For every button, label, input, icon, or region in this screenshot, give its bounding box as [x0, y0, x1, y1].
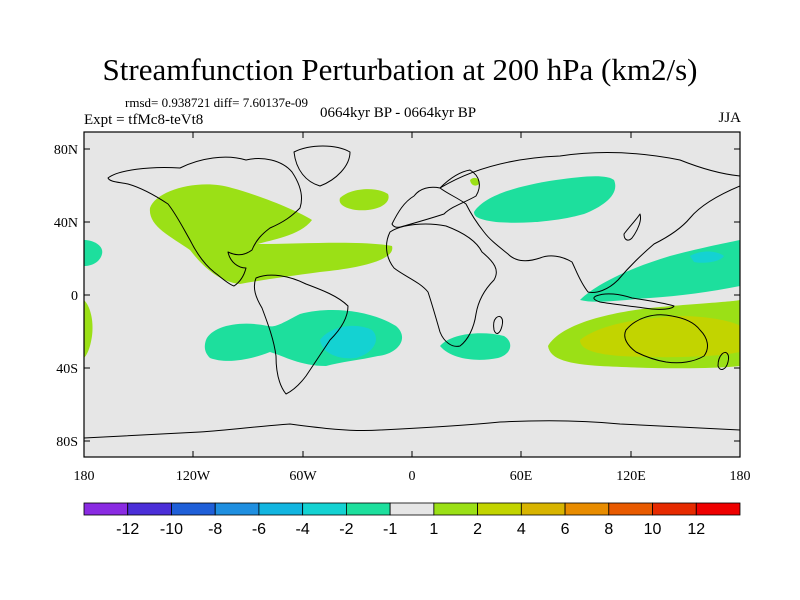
coast-africa — [386, 223, 497, 347]
coast-madagascar — [493, 315, 503, 334]
coast-antarctica — [84, 420, 740, 439]
negative-anomaly-south-atlantic-core — [320, 325, 377, 359]
coast-europe — [391, 169, 480, 228]
negative-anomaly-south-indian — [440, 333, 511, 360]
colorbar-swatch — [389, 502, 435, 516]
map-plot-area: 80N 40N 0 40S 80S 180 120W 60W 0 60E 120… — [54, 131, 751, 484]
colorbar-swatch — [258, 502, 304, 516]
experiment-label: Expt = tfMc8-teVt8 — [84, 112, 204, 128]
colorbar-label: -10 — [160, 521, 183, 538]
axis-ticks — [84, 132, 740, 457]
coast-south-america — [253, 274, 349, 395]
colorbar-swatch — [345, 502, 391, 516]
lat-label: 40S — [56, 362, 78, 377]
stats-text: rmsd= 0.938721 diff= 7.60137e-09 — [125, 95, 309, 110]
colorbar-swatch — [652, 502, 697, 516]
colorbar: -12 -10 -8 -6 -4 -2 -1 1 2 4 6 8 10 12 — [83, 502, 741, 538]
colorbar-swatch — [83, 502, 129, 516]
colorbar-swatch — [695, 502, 741, 516]
colorbar-label: 2 — [473, 521, 482, 538]
colorbar-swatch — [127, 502, 172, 516]
positive-anomaly-australia-core — [580, 316, 740, 358]
colorbar-swatch — [520, 502, 566, 516]
coast-asia — [439, 152, 740, 293]
colorbar-label: 4 — [517, 521, 526, 538]
lon-label: 0 — [409, 469, 416, 484]
period-label: 0664kyr BP - 0664kyr BP — [320, 105, 477, 121]
colorbar-swatch — [433, 502, 478, 516]
colorbar-label: 10 — [644, 521, 662, 538]
colorbar-label: 1 — [429, 521, 438, 538]
colorbar-swatch — [214, 502, 260, 516]
lat-label: 40N — [54, 216, 78, 231]
colorbar-label: 12 — [687, 521, 705, 538]
colorbar-swatch — [608, 502, 653, 516]
contour-fills — [84, 176, 740, 369]
coast-new-zealand — [717, 351, 729, 370]
negative-anomaly-central-asia — [474, 176, 616, 223]
season-label: JJA — [718, 110, 741, 126]
colorbar-label: 6 — [561, 521, 570, 538]
negative-anomaly-east-pacific-edge — [84, 240, 103, 266]
colorbar-label: -2 — [339, 521, 353, 538]
colorbar-label: -8 — [208, 521, 222, 538]
longitude-labels: 180 120W 60W 0 60E 120E 180 — [74, 469, 751, 484]
coast-greenland — [293, 145, 351, 187]
lat-label: 0 — [71, 289, 78, 304]
lat-label: 80S — [56, 435, 78, 450]
colorbar-label: 8 — [604, 521, 613, 538]
positive-anomaly-north-america — [149, 184, 393, 284]
latitude-labels: 80N 40N 0 40S 80S — [54, 143, 78, 450]
positive-anomaly-eurasia-small — [470, 177, 480, 186]
coast-japan — [623, 213, 641, 241]
coast-north-america — [107, 156, 303, 287]
coast-indonesia — [593, 293, 675, 310]
lat-label: 80N — [54, 143, 78, 158]
negative-anomaly-west-pacific-core — [690, 251, 724, 263]
lon-label: 180 — [74, 469, 95, 484]
colorbar-swatch — [564, 502, 610, 516]
lon-label: 60E — [510, 469, 533, 484]
lon-label: 120E — [616, 469, 646, 484]
map-title: Streamfunction Perturbation at 200 hPa (… — [102, 52, 698, 87]
colorbar-swatch — [171, 502, 216, 516]
colorbar-swatch — [477, 502, 522, 516]
colorbar-label: -4 — [296, 521, 310, 538]
positive-anomaly-south-pacific-west — [84, 300, 93, 358]
colorbar-label: -12 — [116, 521, 139, 538]
positive-anomaly-north-atlantic — [339, 189, 389, 211]
lon-label: 180 — [730, 469, 751, 484]
lon-label: 60W — [289, 469, 317, 484]
colorbar-label: -1 — [383, 521, 397, 538]
coast-australia — [624, 314, 708, 364]
lon-label: 120W — [176, 469, 211, 484]
coastlines — [84, 145, 740, 439]
colorbar-label: -6 — [252, 521, 266, 538]
colorbar-swatch — [302, 502, 347, 516]
